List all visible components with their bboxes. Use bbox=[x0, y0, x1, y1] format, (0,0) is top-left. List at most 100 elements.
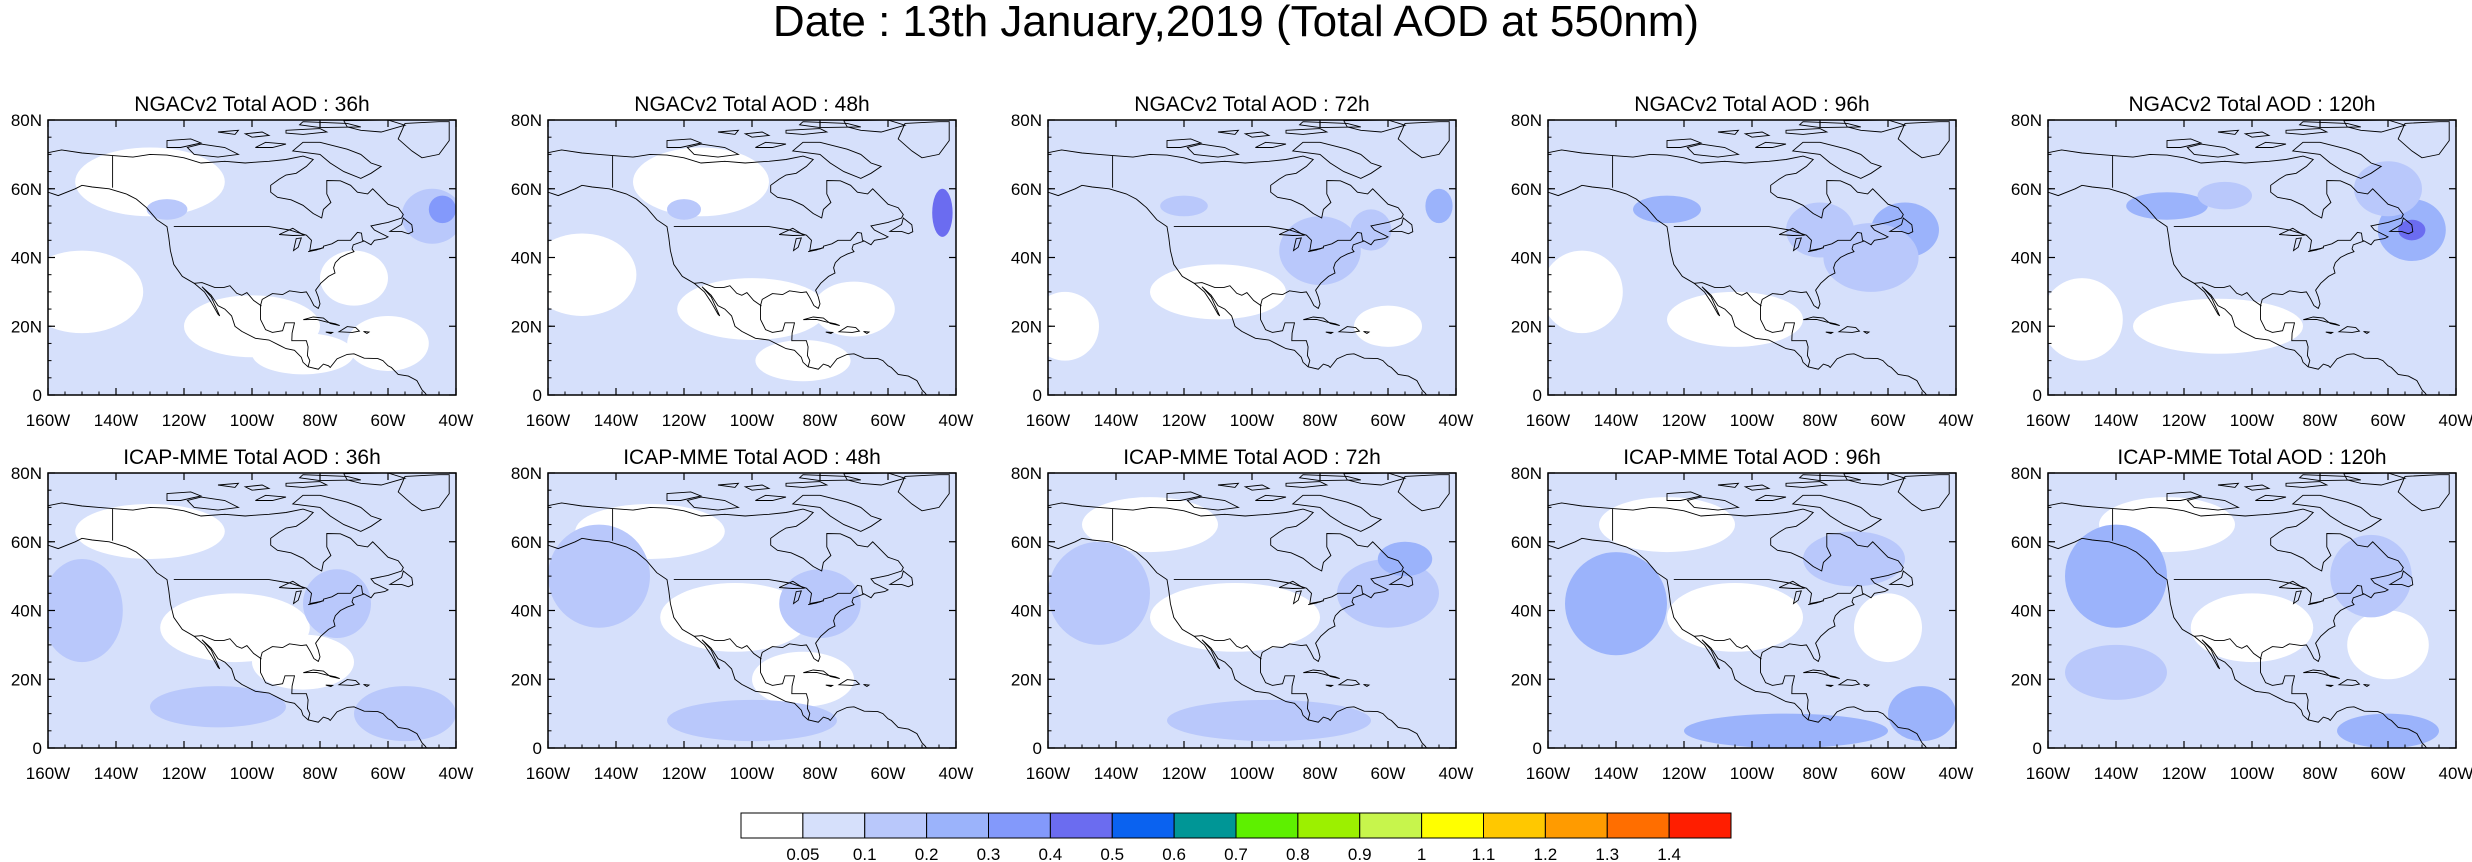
coastline bbox=[166, 491, 203, 501]
coastline bbox=[1792, 237, 1802, 252]
coastline bbox=[2186, 143, 2240, 158]
lat-tick-label: 20N bbox=[511, 317, 542, 336]
aod-plume bbox=[150, 686, 286, 728]
coastline bbox=[343, 473, 407, 486]
colorbar-swatch bbox=[1049, 812, 1113, 839]
coastline bbox=[807, 600, 824, 606]
lon-tick-label: 120W bbox=[162, 764, 206, 783]
lon-tick-label: 40W bbox=[939, 764, 974, 783]
coastline bbox=[694, 635, 762, 660]
lon-tick-label: 40W bbox=[439, 764, 474, 783]
map-panel: ICAP-MME Total AOD : 96h 160W 140W 120W 100W… bbox=[1511, 446, 1974, 783]
aod-clear-area bbox=[48, 250, 144, 334]
aod-plume bbox=[2398, 219, 2426, 241]
lat-tick-label: 80N bbox=[11, 464, 42, 483]
aod-plume bbox=[146, 199, 188, 220]
coastline bbox=[825, 684, 835, 687]
colorbar-swatch bbox=[740, 812, 804, 839]
lon-tick-label: 140W bbox=[94, 411, 138, 430]
colorbar-label: 0.7 bbox=[1224, 845, 1248, 862]
lat-tick-label: 40N bbox=[11, 249, 42, 268]
colorbar-swatch bbox=[926, 812, 989, 839]
coastline bbox=[798, 121, 861, 129]
map-panel: NGACv2 Total AOD : 36h 160W 140W 120W 100W 80… bbox=[11, 93, 474, 430]
lon-tick-label: 40W bbox=[1939, 411, 1974, 430]
lon-tick-label: 160W bbox=[26, 764, 70, 783]
lon-tick-label: 60W bbox=[371, 764, 406, 783]
map-panel: ICAP-MME Total AOD : 120h 160W 140W 120W 100… bbox=[2011, 446, 2472, 783]
coastline bbox=[1694, 282, 1762, 307]
aod-clear-area bbox=[1548, 250, 1623, 334]
coastline bbox=[1863, 330, 1871, 335]
coastline bbox=[2298, 474, 2361, 482]
lon-tick-label: 60W bbox=[1871, 764, 1906, 783]
lon-tick-label: 140W bbox=[1094, 411, 1138, 430]
coastline bbox=[1785, 128, 1829, 135]
lat-tick-label: 20N bbox=[511, 670, 542, 689]
coastline bbox=[303, 316, 340, 327]
coastline bbox=[837, 679, 861, 686]
coastline bbox=[1825, 331, 1835, 334]
coastline bbox=[1292, 590, 1302, 605]
coastline bbox=[1186, 143, 1240, 158]
lon-tick-label: 120W bbox=[1662, 764, 1706, 783]
coastline bbox=[1307, 247, 1324, 253]
lon-tick-label: 80W bbox=[1303, 764, 1338, 783]
coastline bbox=[673, 226, 865, 252]
colorbar-label: 0.5 bbox=[1100, 845, 1124, 862]
coastline bbox=[1548, 149, 1904, 367]
coastline bbox=[291, 141, 383, 179]
aod-plume bbox=[667, 199, 701, 220]
lat-tick-label: 0 bbox=[33, 739, 42, 758]
aod-plume bbox=[48, 558, 123, 663]
coastline bbox=[686, 143, 740, 158]
lat-tick-label: 40N bbox=[11, 602, 42, 621]
coastline bbox=[1717, 129, 1740, 135]
coastline bbox=[1686, 143, 1740, 158]
coastline bbox=[2325, 331, 2335, 334]
coastline bbox=[2388, 570, 2414, 588]
panel-title: ICAP-MME Total AOD : 120h bbox=[2117, 446, 2386, 469]
coastline bbox=[1255, 494, 1287, 501]
coastline bbox=[897, 121, 950, 159]
coastline bbox=[1548, 184, 1928, 395]
lat-tick-label: 80N bbox=[2011, 111, 2042, 130]
coastline bbox=[166, 138, 203, 148]
aod-plume bbox=[779, 569, 861, 638]
aod-field bbox=[2048, 120, 2456, 395]
aod-field bbox=[1548, 120, 1956, 395]
aod-plume bbox=[2065, 644, 2167, 700]
aod-clear-area bbox=[2048, 278, 2123, 361]
aod-clear-area bbox=[252, 333, 354, 375]
coastline bbox=[2303, 669, 2340, 680]
aod-clear-area bbox=[1667, 583, 1803, 652]
coastline bbox=[1298, 474, 1361, 482]
aod-plume bbox=[1823, 223, 1919, 292]
aod-field bbox=[48, 120, 456, 395]
coastline bbox=[2285, 481, 2329, 488]
colorbar-label: 1.3 bbox=[1595, 845, 1619, 862]
lon-tick-label: 100W bbox=[730, 764, 774, 783]
coastline bbox=[779, 227, 806, 236]
coastline bbox=[785, 481, 829, 488]
aod-plume bbox=[1048, 541, 1150, 645]
coastline bbox=[388, 217, 414, 235]
lat-tick-label: 80N bbox=[1011, 111, 1042, 130]
coastline bbox=[1048, 537, 1428, 748]
coastline bbox=[2194, 282, 2262, 307]
coastline bbox=[1798, 121, 1861, 129]
aod-clear-area bbox=[320, 250, 388, 306]
coastline bbox=[1694, 635, 1762, 660]
coastline bbox=[2363, 683, 2371, 688]
lon-tick-label: 160W bbox=[2026, 764, 2070, 783]
colorbar-swatch bbox=[1111, 812, 1175, 839]
lon-tick-label: 60W bbox=[2371, 764, 2406, 783]
lon-tick-label: 140W bbox=[94, 764, 138, 783]
coastline bbox=[2173, 226, 2365, 252]
coastline bbox=[186, 143, 240, 158]
coastline bbox=[2343, 473, 2407, 486]
lon-tick-label: 60W bbox=[371, 411, 406, 430]
colorbar-swatch bbox=[1297, 812, 1361, 839]
colorbar-label: 1.2 bbox=[1534, 845, 1558, 862]
aod-clear-area bbox=[2190, 593, 2314, 663]
